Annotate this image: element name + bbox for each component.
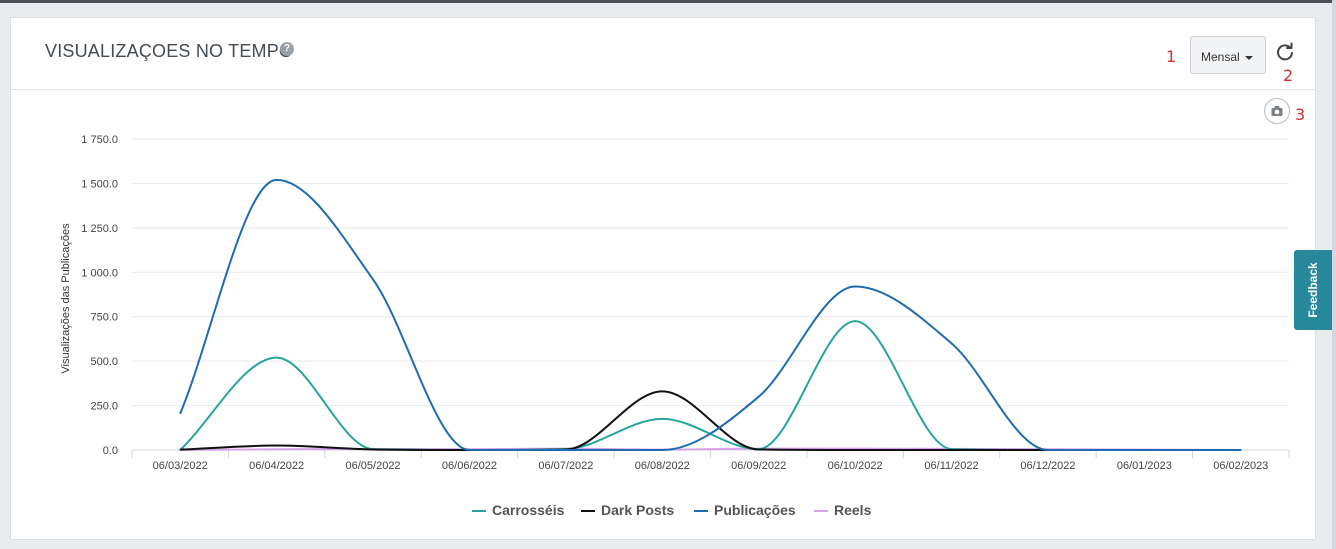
data-point-carrosseis	[661, 418, 664, 420]
caret-down-icon	[1244, 55, 1253, 60]
data-point-publicacoes	[275, 179, 278, 181]
annotation-3: 3	[1295, 105, 1306, 124]
data-point-publicacoes	[950, 342, 953, 345]
x-tick-label: 06/06/2022	[442, 460, 497, 472]
data-point-publicacoes	[1143, 449, 1146, 451]
window-scrollbar[interactable]	[1332, 0, 1336, 549]
y-tick-label: 750.0	[90, 312, 118, 324]
data-point-dark-posts	[661, 390, 664, 393]
data-point-reels	[275, 448, 278, 451]
data-point-carrosseis	[854, 320, 856, 322]
data-point-publicacoes	[1047, 449, 1049, 451]
legend-item-publicacoes: Publicações	[714, 502, 796, 518]
refresh-icon[interactable]	[1275, 42, 1295, 62]
page-title: VISUALIZAÇOES NO TEMPO	[45, 41, 294, 61]
period-dropdown[interactable]: Mensal	[1190, 36, 1266, 74]
data-point-publicacoes	[372, 278, 374, 281]
legend-item-reels: Reels	[834, 502, 872, 518]
data-point-dark-posts	[275, 444, 278, 447]
x-tick-label: 06/03/2022	[153, 460, 208, 472]
data-point-dark-posts	[372, 448, 374, 451]
x-tick-label: 06/09/2022	[731, 460, 786, 472]
y-tick-label: 500.0	[90, 356, 118, 368]
series-line-carrosseis	[179, 320, 1241, 452]
x-tick-label: 06/05/2022	[346, 460, 401, 472]
x-tick-label: 06/01/2023	[1117, 460, 1172, 472]
series-line-publicacoes	[179, 178, 1241, 452]
x-tick-label: 06/12/2022	[1020, 460, 1075, 472]
x-tick-label: 06/07/2022	[538, 460, 593, 472]
y-tick-label: 1 750.0	[81, 134, 118, 146]
data-point-publicacoes	[854, 285, 856, 288]
legend-item-dark-posts: Dark Posts	[601, 502, 674, 518]
data-point-publicacoes	[757, 395, 760, 398]
y-tick-label: 0.0	[103, 445, 118, 457]
period-dropdown-label: Mensal	[1201, 50, 1240, 64]
x-tick-label: 06/08/2022	[635, 460, 690, 472]
feedback-label: Feedback	[1306, 262, 1320, 318]
question-circle-icon[interactable]: ?	[280, 42, 294, 56]
data-point-dark-posts	[950, 449, 953, 451]
x-tick-label: 06/11/2022	[924, 460, 978, 472]
feedback-button[interactable]: Feedback	[1294, 250, 1332, 330]
panel-header: VISUALIZAÇOES NO TEMPO ? Mensal	[11, 18, 1315, 90]
y-tick-label: 1 250.0	[81, 223, 118, 235]
data-point-dark-posts	[854, 449, 856, 451]
data-point-publicacoes	[1239, 449, 1242, 451]
data-point-carrosseis	[275, 356, 278, 359]
annotation-2: 2	[1283, 66, 1294, 85]
y-tick-label: 250.0	[90, 401, 118, 413]
chart-panel: VISUALIZAÇOES NO TEMPO ? Mensal	[10, 17, 1316, 540]
data-point-publicacoes	[565, 449, 567, 451]
data-point-publicacoes	[661, 449, 664, 451]
x-tick-label: 06/04/2022	[249, 460, 304, 472]
annotation-1: 1	[1166, 47, 1177, 66]
camera-icon[interactable]	[1264, 98, 1290, 124]
x-tick-label: 06/10/2022	[828, 460, 883, 472]
data-point-dark-posts	[757, 448, 760, 451]
data-point-publicacoes	[179, 412, 182, 415]
legend-item-carrosseis: Carrosséis	[492, 502, 565, 518]
series-line-dark-posts	[180, 390, 1241, 452]
y-axis-title: Visualizações das Publicações	[60, 223, 72, 374]
data-point-dark-posts	[179, 448, 182, 451]
top-bar	[0, 0, 1336, 3]
y-tick-label: 1 500.0	[81, 178, 118, 190]
x-tick-label: 06/02/2023	[1213, 460, 1268, 472]
data-point-publicacoes	[468, 449, 471, 451]
y-tick-label: 1 000.0	[81, 267, 118, 279]
data-point-reels	[854, 447, 856, 450]
